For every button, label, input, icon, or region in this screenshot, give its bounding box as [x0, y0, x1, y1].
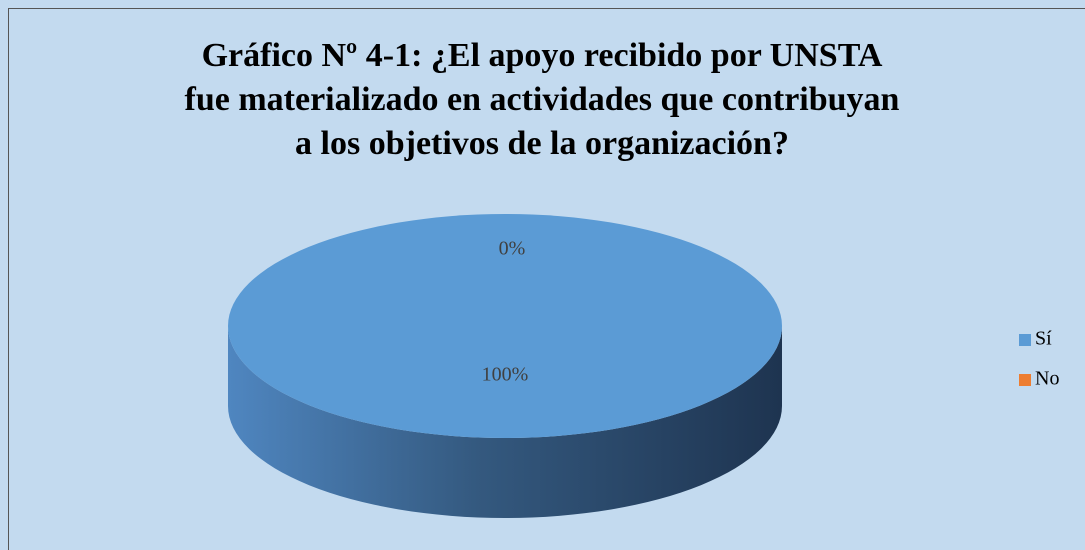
- legend-label: No: [1035, 368, 1059, 390]
- chart-title: Gráfico Nº 4-1: ¿El apoyo recibido por U…: [184, 37, 900, 162]
- legend-swatch: [1019, 334, 1031, 346]
- data-label: 100%: [482, 364, 529, 386]
- data-label: 0%: [499, 238, 526, 260]
- legend-label: Sí: [1035, 328, 1052, 350]
- legend-swatch: [1019, 374, 1031, 386]
- pie-slice-side: [228, 326, 782, 518]
- pie-slice: [228, 214, 782, 438]
